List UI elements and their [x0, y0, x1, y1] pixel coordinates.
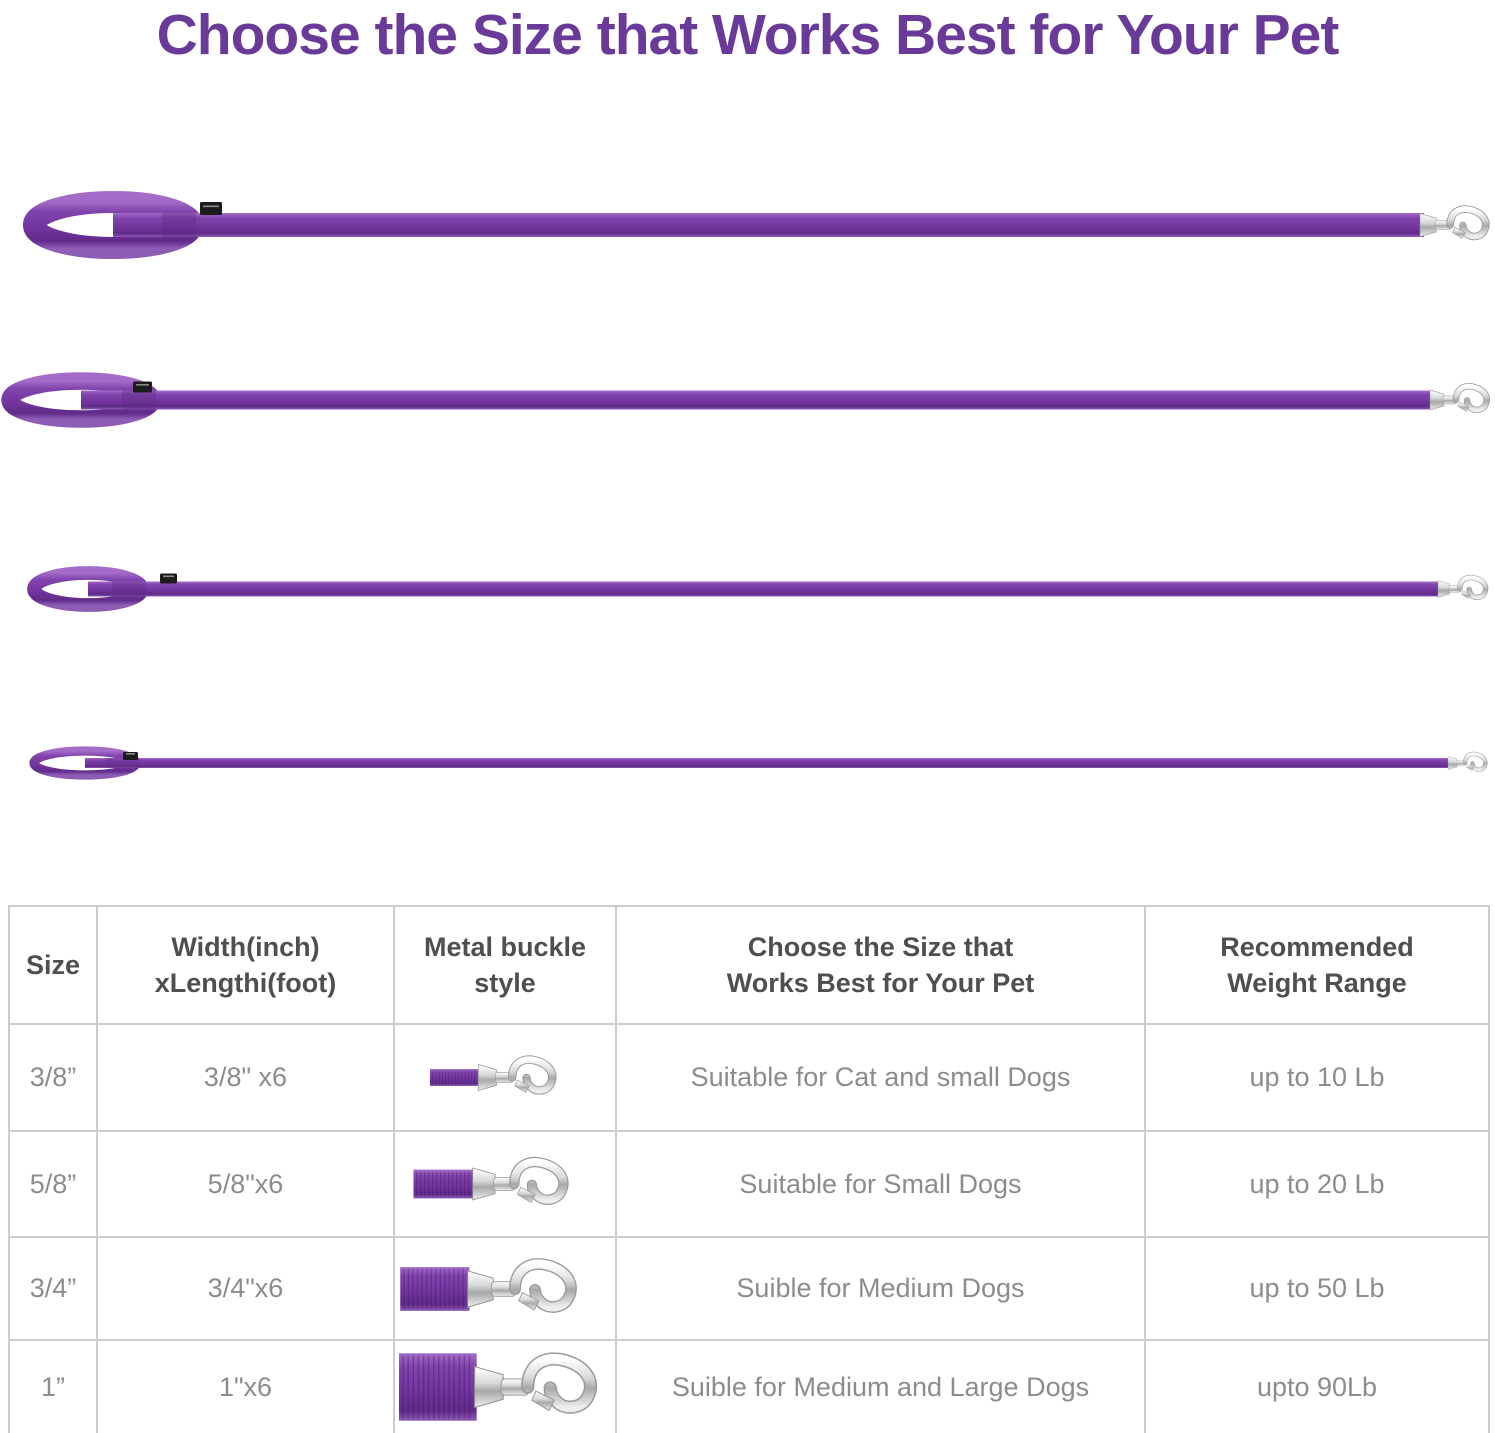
dimensions-cell: 5/8"x6 [96, 1130, 395, 1238]
dimensions-cell: 3/8" x6 [96, 1023, 395, 1132]
weight-cell: up to 50 Lb [1144, 1236, 1490, 1341]
size-cell: 3/8” [8, 1023, 98, 1132]
dimensions-cell: 3/4"x6 [96, 1236, 395, 1341]
snap-hook-icon [1429, 383, 1490, 414]
suitability-cell: Suitable for Small Dogs [615, 1130, 1146, 1238]
page-title: Choose the Size that Works Best for Your… [156, 3, 1340, 67]
leash-photos [1, 190, 1490, 780]
brand-tag [133, 381, 152, 393]
leash-photo-widest [22, 190, 1490, 260]
suitability-cell: Suitable for Cat and small Dogs [615, 1023, 1146, 1132]
leash-photo-wide [1, 372, 1490, 428]
leash-photo-narrowest [29, 746, 1488, 780]
header-weight-range: Recommended Weight Range [1144, 905, 1490, 1025]
header-choose-size: Choose the Size that Works Best for Your… [615, 905, 1146, 1025]
suitability-cell: Suible for Medium and Large Dogs [615, 1339, 1146, 1433]
header-buckle-style: Metal buckle style [393, 905, 617, 1025]
header-width-length: Width(inch) xLengthi(foot) [96, 905, 395, 1025]
size-cell: 3/4” [8, 1236, 98, 1341]
snap-hook-large-icon [400, 1257, 577, 1313]
snap-hook-medium-icon [413, 1156, 569, 1205]
buckle-cell [393, 1236, 617, 1341]
brand-tag [200, 202, 222, 215]
weight-cell: upto 90Lb [1144, 1339, 1490, 1433]
size-cell: 5/8” [8, 1130, 98, 1238]
buckle-cell [393, 1339, 617, 1433]
weight-cell: up to 20 Lb [1144, 1130, 1490, 1238]
size-table: Size Width(inch) xLengthi(foot) Metal bu… [8, 905, 1490, 1433]
snap-hook-icon [1419, 205, 1490, 241]
snap-hook-xlarge-icon [399, 1352, 598, 1421]
header-size: Size [8, 905, 98, 1025]
table-header-row: Size Width(inch) xLengthi(foot) Metal bu… [8, 905, 1490, 1025]
dimensions-cell: 1"x6 [96, 1339, 395, 1433]
snap-hook-icon [1447, 751, 1488, 772]
leash-photo-narrow [27, 566, 1489, 612]
size-cell: 1” [8, 1339, 98, 1433]
buckle-cell [393, 1023, 617, 1132]
buckle-cell [393, 1130, 617, 1238]
table-row: 3/4” 3/4"x6 Suible for Medium Dogs up to 50… [8, 1236, 1490, 1341]
weight-cell: up to 10 Lb [1144, 1023, 1490, 1132]
snap-hook-icon [1437, 574, 1489, 600]
suitability-cell: Suible for Medium Dogs [615, 1236, 1146, 1341]
brand-tag [160, 573, 177, 584]
table-row: 1” 1"x6 Suible for Medium and Large Dogs up… [8, 1339, 1490, 1433]
table-row: 3/8” 3/8" x6 Suitable for Cat and small Do… [8, 1023, 1490, 1132]
snap-hook-small-icon [430, 1055, 557, 1095]
table-row: 5/8” 5/8"x6 Suitable for Small Dogs up to 2… [8, 1130, 1490, 1238]
